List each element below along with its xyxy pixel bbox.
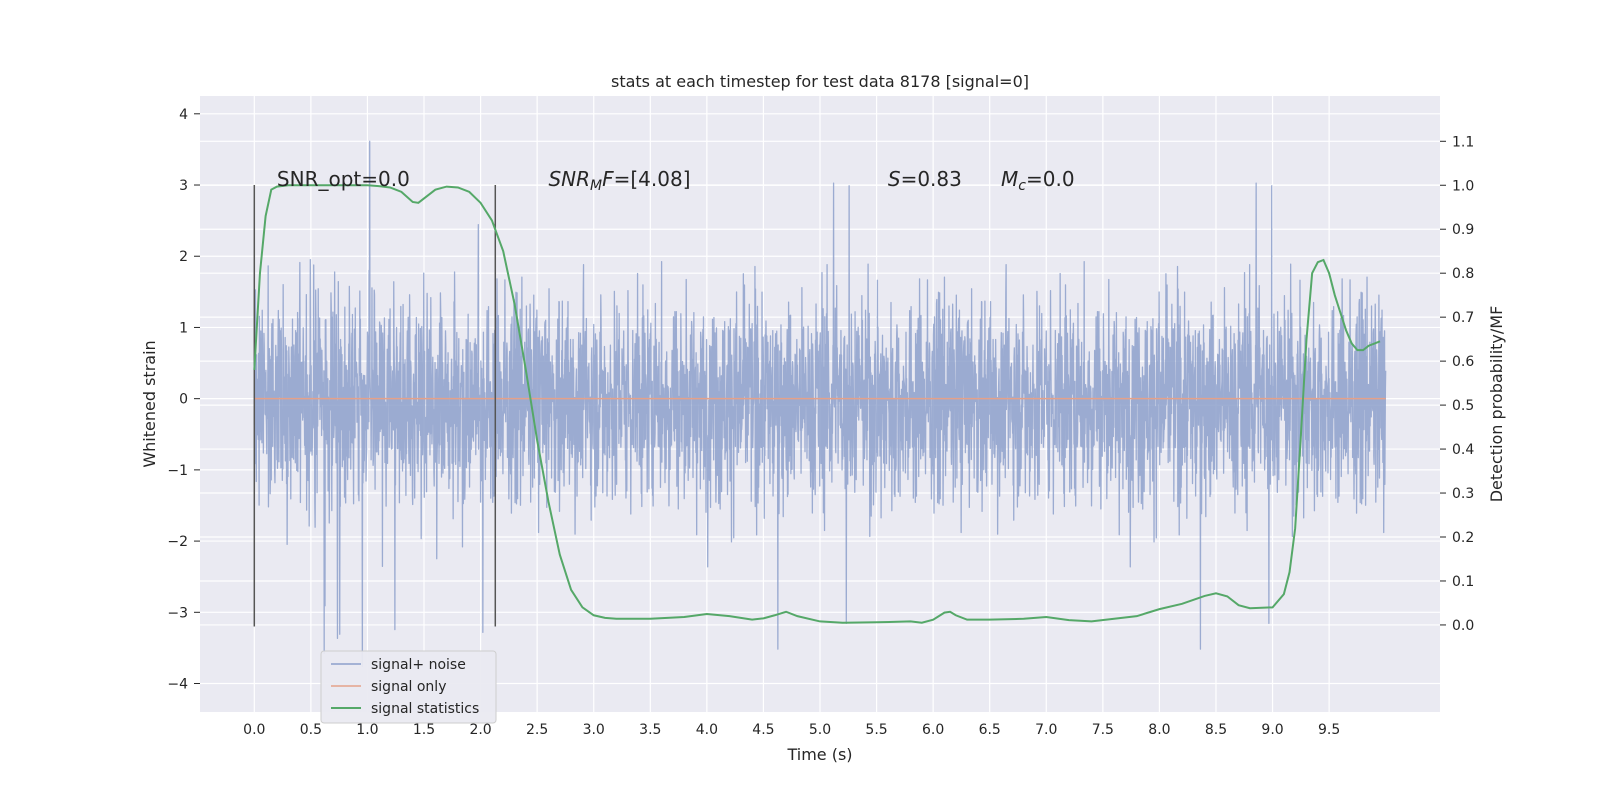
y2-tick-label: 0.7 [1452, 310, 1474, 326]
y-tick-label: −1 [167, 463, 188, 479]
y2-tick-label: 0.4 [1452, 442, 1474, 458]
legend: signal+ noise signal only signal statist… [320, 650, 497, 724]
y-tick-label: 2 [179, 249, 188, 265]
y-tick-label: 0 [179, 392, 188, 408]
x-axis-ticks: 0.0 0.5 1.0 1.5 2.0 2.5 3.0 3.5 4.0 4.5 5.0 5.5 6.0 6… [243, 722, 1340, 738]
series-signal-statistics [253, 184, 1381, 624]
x-tick-label: 4.5 [752, 722, 774, 738]
y-axis-label: Whitened strain [140, 340, 159, 467]
annotation-mc: Mc=0.0 [1001, 167, 1075, 194]
y-tick-label: 1 [179, 320, 188, 336]
y-tick-label: 3 [179, 178, 188, 194]
y2-tick-label: 1.1 [1452, 134, 1474, 150]
x-tick-label: 1.5 [413, 722, 435, 738]
x-tick-label: 2.5 [526, 722, 548, 738]
x-tick-label: 5.0 [809, 722, 831, 738]
y2-tick-label: 0.0 [1452, 618, 1474, 634]
x-tick-label: 2.0 [469, 722, 491, 738]
y-tick-label: −4 [167, 677, 188, 693]
x-tick-label: 9.0 [1261, 722, 1283, 738]
legend-box [320, 650, 497, 724]
y2-tick-label: 1.0 [1452, 178, 1474, 194]
x-tick-label: 3.5 [639, 722, 661, 738]
x-tick-label: 4.0 [696, 722, 718, 738]
chart-title: stats at each timestep for test data 817… [611, 72, 1029, 91]
x-tick-label: 1.0 [356, 722, 378, 738]
y2-axis-ticks: 0.0 0.1 0.2 0.3 0.4 0.5 0.6 0.7 0.8 0.9 1.0 1.1 [1440, 134, 1474, 634]
legend-label-signal-only: signal only [371, 679, 446, 695]
x-tick-label: 8.0 [1148, 722, 1170, 738]
annotation-snr-mf: SNRMF=[4.08] [548, 167, 690, 194]
annotation-snr-opt: SNR_opt=0.0 [277, 167, 410, 191]
y2-tick-label: 0.9 [1452, 222, 1474, 238]
annotation-s: S=0.83 [888, 167, 962, 191]
series-signal-plus-noise [253, 140, 1387, 668]
x-axis-label: Time (s) [786, 745, 852, 764]
x-tick-label: 0.5 [300, 722, 322, 738]
y2-tick-label: 0.3 [1452, 486, 1474, 502]
x-tick-label: 6.0 [922, 722, 944, 738]
y2-tick-label: 0.2 [1452, 530, 1474, 546]
x-tick-label: 6.5 [979, 722, 1001, 738]
x-tick-label: 9.5 [1318, 722, 1340, 738]
y-tick-label: 4 [179, 107, 188, 123]
y2-tick-label: 0.6 [1452, 354, 1474, 370]
x-tick-label: 5.5 [865, 722, 887, 738]
x-tick-label: 3.0 [583, 722, 605, 738]
x-tick-label: 7.0 [1035, 722, 1057, 738]
y2-tick-label: 0.8 [1452, 266, 1474, 282]
y2-tick-label: 0.5 [1452, 398, 1474, 414]
y-tick-label: −3 [167, 605, 188, 621]
x-tick-label: 7.5 [1092, 722, 1114, 738]
y2-axis-label: Detection probability/MF [1487, 306, 1506, 503]
legend-label-signal-plus-noise: signal+ noise [371, 657, 466, 673]
legend-label-signal-statistics: signal statistics [371, 701, 479, 717]
y2-tick-label: 0.1 [1452, 574, 1474, 590]
y-axis-ticks: −4 −3 −2 −1 0 1 2 3 4 [167, 107, 200, 693]
x-tick-label: 8.5 [1205, 722, 1227, 738]
x-tick-label: 0.0 [243, 722, 265, 738]
y-tick-label: −2 [167, 534, 188, 550]
